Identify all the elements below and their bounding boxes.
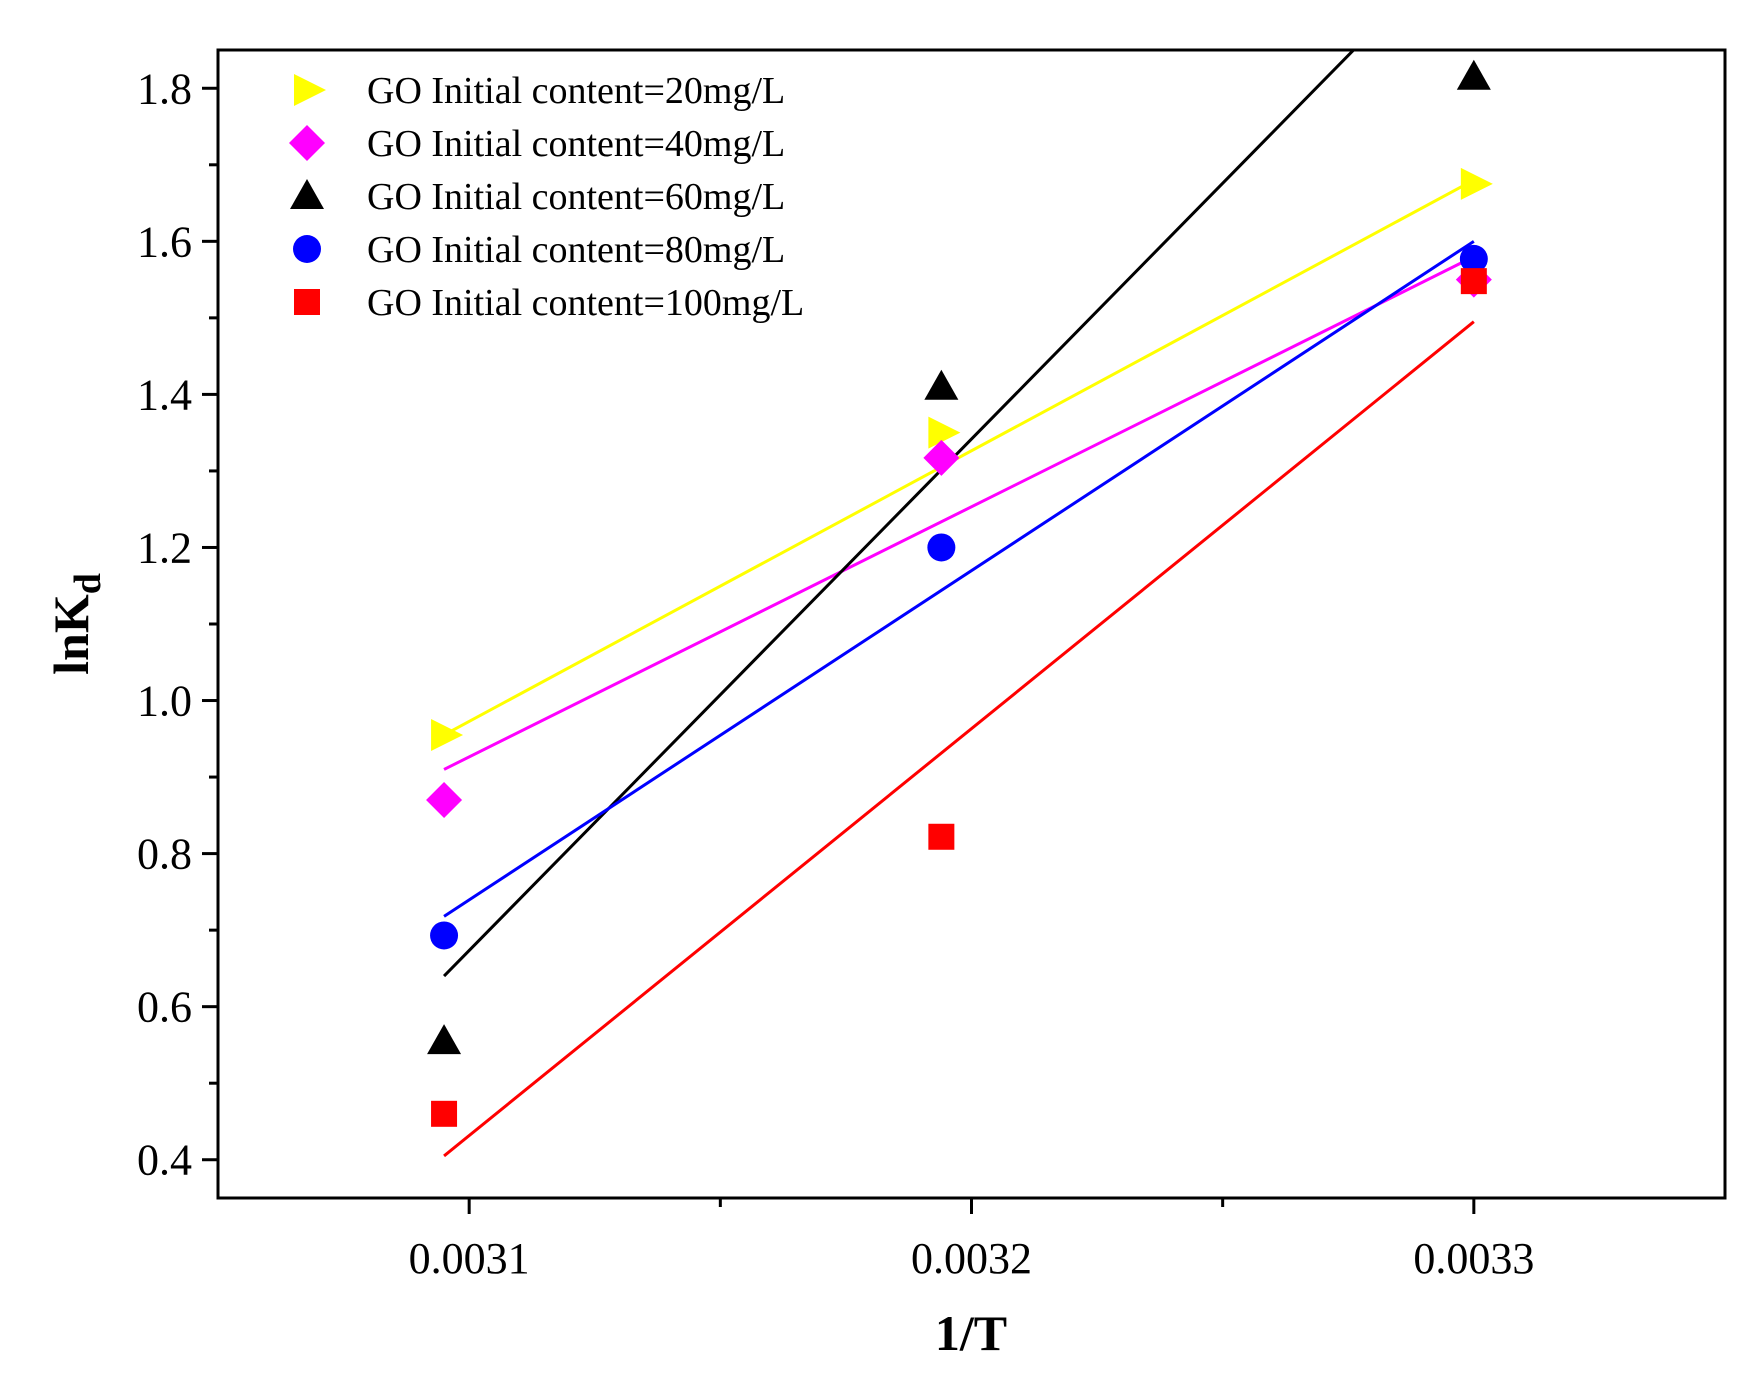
legend-marker <box>294 74 326 106</box>
data-points <box>426 59 1493 1127</box>
legend-item: GO Initial content=20mg/L <box>294 70 785 112</box>
fit-lines <box>442 50 1475 1158</box>
fit-line <box>443 240 1475 918</box>
y-axis-title: lnKd <box>43 573 109 675</box>
data-point <box>924 369 959 400</box>
x-tick-label: 0.0031 <box>409 1234 530 1283</box>
legend-marker <box>290 179 324 209</box>
fit-line <box>443 320 1475 1158</box>
y-tick-label: 1.6 <box>137 217 192 266</box>
legend-item: GO Initial content=100mg/L <box>294 282 804 324</box>
x-tick-label: 0.0033 <box>1413 1234 1534 1283</box>
legend-label: GO Initial content=20mg/L <box>367 70 785 112</box>
legend-item: GO Initial content=60mg/L <box>290 176 785 218</box>
data-point <box>427 1024 462 1055</box>
data-point <box>431 1100 458 1127</box>
legend-item: GO Initial content=80mg/L <box>293 229 785 271</box>
y-tick-label: 1.2 <box>137 523 192 572</box>
data-point <box>1460 268 1487 295</box>
axis-ticks <box>202 86 1476 1214</box>
data-point <box>430 921 459 950</box>
data-point <box>1460 167 1493 200</box>
y-axis-title-subscript: d <box>67 573 109 594</box>
data-point <box>426 782 463 819</box>
legend-marker <box>289 125 325 161</box>
legend-marker <box>294 289 320 315</box>
y-tick-label: 1.0 <box>137 677 192 726</box>
legend-marker <box>293 235 321 263</box>
data-point <box>431 718 464 751</box>
x-tick-label: 0.0032 <box>911 1234 1032 1283</box>
y-tick-label: 0.4 <box>137 1136 192 1185</box>
axis-tick-labels: 0.0031 0.0032 0.0033 0.4 0.6 0.8 1.0 1.2 1.4 1.6 1… <box>137 64 1534 1283</box>
data-point <box>1456 59 1491 90</box>
y-tick-label: 0.6 <box>137 983 192 1032</box>
legend-label: GO Initial content=60mg/L <box>367 176 785 218</box>
data-point <box>928 823 955 850</box>
legend-label: GO Initial content=100mg/L <box>367 282 804 324</box>
data-point <box>923 439 960 476</box>
legend-item: GO Initial content=40mg/L <box>289 123 785 165</box>
y-tick-label: 0.8 <box>137 830 192 879</box>
fit-line <box>443 255 1475 771</box>
y-axis-title-main: lnK <box>43 594 99 675</box>
fit-line <box>442 50 1356 978</box>
svg-text:lnKd: lnKd <box>43 573 109 675</box>
x-axis-title: 1/T <box>935 1305 1007 1361</box>
legend-label: GO Initial content=40mg/L <box>367 123 785 165</box>
data-point <box>1459 244 1488 273</box>
y-tick-label: 1.4 <box>137 370 192 419</box>
data-point <box>928 416 961 449</box>
legend-label: GO Initial content=80mg/L <box>367 229 785 271</box>
data-point <box>927 533 956 562</box>
legend: GO Initial content=20mg/L GO Initial cont… <box>289 70 804 324</box>
y-tick-label: 1.8 <box>137 64 192 113</box>
